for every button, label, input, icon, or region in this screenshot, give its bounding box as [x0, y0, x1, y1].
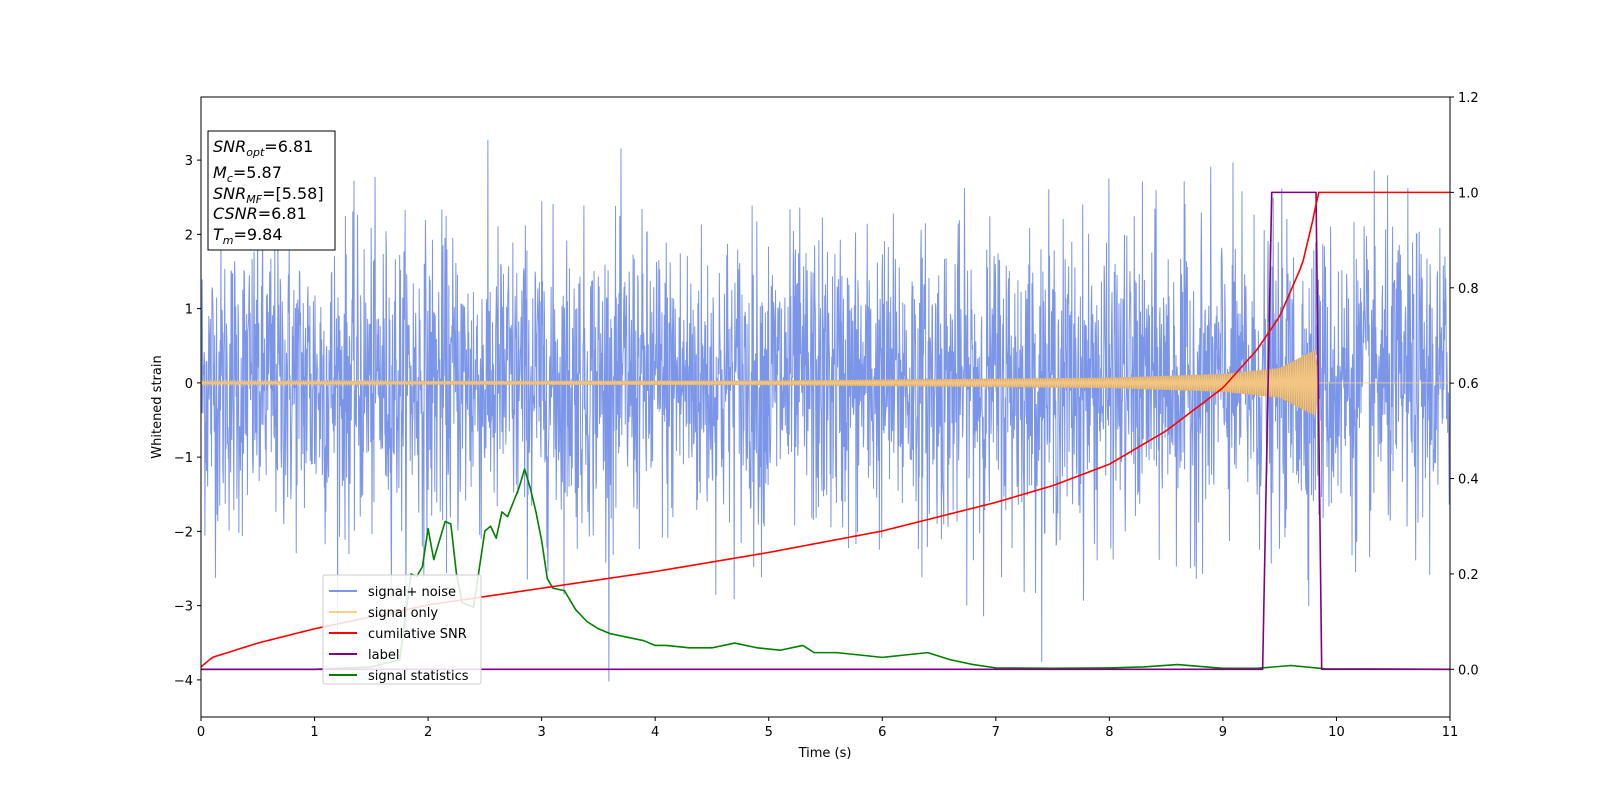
y-left-tick-label: −1 [174, 451, 193, 466]
line-signal-only [201, 349, 1450, 416]
legend: signal+ noise signal only cumilative SNR la… [322, 574, 482, 685]
legend-label: label [368, 648, 399, 663]
x-tick-label: 0 [197, 725, 205, 740]
x-tick-label: 5 [765, 725, 773, 740]
y-right-tick-label: 0.2 [1458, 568, 1479, 583]
y-axis-label: Whitened strain [150, 355, 165, 458]
legend-label: signal+ noise [368, 585, 456, 600]
line-label [201, 191, 1450, 671]
y-axis-left: 3 2 1 0 −1 −2 −3 −4 [174, 154, 201, 689]
x-axis: 0 1 2 3 4 5 6 7 8 9 10 11 [197, 717, 1458, 740]
info-mc: Mc=5.87 [213, 163, 282, 185]
x-tick-label: 7 [992, 725, 1000, 740]
legend-label: cumilative SNR [368, 627, 467, 642]
plot-frame [200, 96, 1451, 718]
y-left-tick-label: −3 [174, 600, 193, 615]
x-axis-label: Time (s) [798, 746, 852, 761]
x-tick-label: 4 [651, 725, 659, 740]
y-right-tick-label: 0.0 [1458, 663, 1479, 678]
y-right-tick-label: 1.0 [1458, 186, 1479, 201]
series-signal-statistics [201, 468, 1450, 671]
legend-label: signal statistics [368, 669, 469, 684]
y-left-tick-label: −4 [174, 674, 193, 689]
series-signal-only [201, 349, 1450, 416]
series-signal-plus-noise [201, 139, 1450, 682]
y-left-tick-label: 3 [185, 154, 193, 169]
y-right-tick-label: 0.8 [1458, 282, 1479, 297]
series-label [201, 191, 1450, 671]
x-tick-label: 10 [1328, 725, 1345, 740]
info-snr-opt: SNRopt=6.81 [213, 137, 313, 159]
info-snr-mf: SNRMF=[5.58] [213, 184, 324, 206]
info-box-frame [207, 130, 336, 251]
x-tick-label: 3 [537, 725, 545, 740]
x-tick-label: 9 [1219, 725, 1227, 740]
info-csnr: CSNR=6.81 [213, 204, 307, 223]
y-left-tick-label: 0 [185, 377, 193, 392]
y-right-tick-label: 0.4 [1458, 473, 1479, 488]
legend-label: signal only [368, 606, 438, 621]
legend-frame [322, 574, 482, 685]
y-left-tick-label: −2 [174, 525, 193, 540]
y-right-tick-label: 1.2 [1458, 91, 1479, 106]
x-tick-label: 2 [424, 725, 432, 740]
x-tick-label: 8 [1105, 725, 1113, 740]
line-signal-statistics [201, 468, 1450, 671]
y-left-tick-label: 2 [185, 228, 193, 243]
info-box: SNRopt=6.81 Mc=5.87 SNRMF=[5.58] CSNR=6.… [207, 130, 336, 251]
y-right-tick-label: 0.6 [1458, 377, 1479, 392]
y-left-tick-label: 1 [185, 303, 193, 318]
y-axis-right: 1.2 1.0 0.8 0.6 0.4 0.2 0.0 [1450, 91, 1479, 678]
x-tick-label: 6 [878, 725, 886, 740]
x-tick-label: 1 [310, 725, 318, 740]
info-tm: Tm=9.84 [213, 225, 283, 247]
line-signal-plus-noise [201, 139, 1450, 682]
x-tick-label: 11 [1442, 725, 1459, 740]
